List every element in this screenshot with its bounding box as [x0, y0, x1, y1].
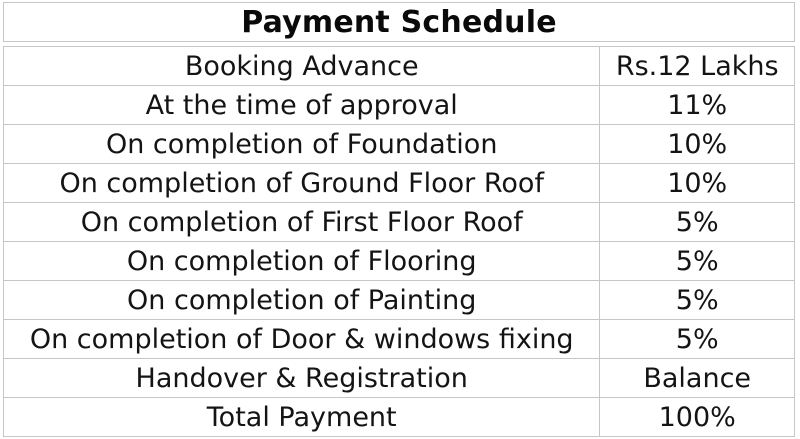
milestone-cell: Booking Advance — [2, 46, 601, 86]
amount-cell: 5% — [599, 202, 795, 242]
table-row: Booking Advance Rs.12 Lakhs — [2, 46, 795, 86]
table-row: On completion of Foundation 10% — [2, 124, 795, 164]
table-title-row: Payment Schedule — [3, 2, 795, 42]
table-row: Handover & Registration Balance — [2, 358, 795, 398]
table-row: At the time of approval 11% — [2, 85, 795, 125]
milestone-cell: On completion of Painting — [2, 280, 601, 320]
amount-cell: Balance — [599, 358, 795, 398]
milestone-cell: On completion of Ground Floor Roof — [2, 163, 601, 203]
table-body: Booking Advance Rs.12 Lakhs At the time … — [2, 46, 795, 437]
milestone-cell: On completion of Foundation — [2, 124, 601, 164]
milestone-cell: At the time of approval — [2, 85, 601, 125]
amount-cell: 5% — [599, 319, 795, 359]
amount-cell: 10% — [599, 124, 795, 164]
milestone-cell: On completion of Door & windows fixing — [2, 319, 601, 359]
payment-schedule-table: Booking Advance Rs.12 Lakhs At the time … — [2, 46, 795, 437]
amount-cell: 5% — [599, 280, 795, 320]
table-row: On completion of Flooring 5% — [2, 241, 795, 281]
table-row: On completion of First Floor Roof 5% — [2, 202, 795, 242]
amount-cell: 10% — [599, 163, 795, 203]
table-row: On completion of Door & windows fixing 5… — [2, 319, 795, 359]
milestone-cell: On completion of First Floor Roof — [2, 202, 601, 242]
amount-cell: 5% — [599, 241, 795, 281]
milestone-cell: Handover & Registration — [2, 358, 601, 398]
table-row: On completion of Painting 5% — [2, 280, 795, 320]
amount-cell: 11% — [599, 85, 795, 125]
amount-cell: Rs.12 Lakhs — [599, 46, 795, 86]
table-row: On completion of Ground Floor Roof 10% — [2, 163, 795, 203]
table-row: Total Payment 100% — [2, 397, 795, 437]
milestone-cell: Total Payment — [2, 397, 601, 437]
page-title: Payment Schedule — [241, 4, 557, 40]
amount-cell: 100% — [599, 397, 795, 437]
milestone-cell: On completion of Flooring — [2, 241, 601, 281]
